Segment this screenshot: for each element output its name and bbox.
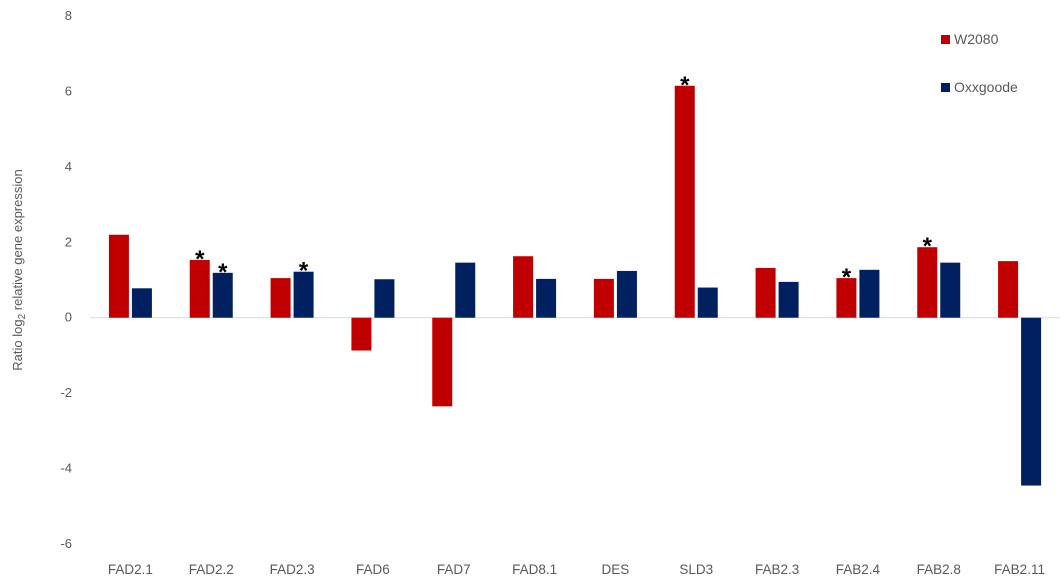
significance-star: * xyxy=(842,264,852,291)
bar-oxxgoode xyxy=(131,288,152,318)
bar-w2080 xyxy=(513,256,534,318)
y-axis-label: Ratio log2 relative gene expression xyxy=(10,169,28,370)
bar-oxxgoode xyxy=(1021,317,1042,486)
bar-oxxgoode xyxy=(212,272,233,318)
legend-swatch-oxxgoode xyxy=(941,83,950,92)
y-axis-label-subscript: 2 xyxy=(17,313,28,319)
y-tick-label: 6 xyxy=(65,83,72,98)
x-tick-label: FAD7 xyxy=(437,562,471,577)
y-tick-label: 2 xyxy=(65,234,72,249)
x-tick-label: FAB2.8 xyxy=(917,562,961,577)
y-tick-label: 4 xyxy=(65,159,72,174)
legend-label-w2080: W2080 xyxy=(954,31,999,47)
bar-w2080 xyxy=(351,317,372,351)
significance-star: * xyxy=(195,246,205,273)
axes: -6 -4 -2 0 2 4 6 8 FAD2.1 FAD2.2 FAD2.3 FAD6 FAD7 FAD… xyxy=(60,8,1060,577)
y-tick-label: -6 xyxy=(60,536,72,551)
bar-oxxgoode xyxy=(778,281,799,318)
bar-w2080 xyxy=(270,278,291,318)
y-tick-label: 8 xyxy=(65,8,72,23)
x-tick-label: FAB2.3 xyxy=(755,562,799,577)
bar-w2080 xyxy=(755,267,776,318)
x-tick-label: FAB2.11 xyxy=(994,562,1045,577)
x-tick-label: FAB2.4 xyxy=(836,562,881,577)
x-tick-label: FAD6 xyxy=(356,562,390,577)
x-tick-label: FAD2.1 xyxy=(108,562,153,577)
y-tick-label: 0 xyxy=(65,310,72,325)
bar-w2080 xyxy=(432,317,453,407)
legend: W2080 Oxxgoode xyxy=(941,31,1018,95)
significance-markers: * * * * * * xyxy=(195,72,933,291)
y-tick-label: -2 xyxy=(60,385,72,400)
x-tick-label: FAD2.2 xyxy=(189,562,234,577)
y-tick-label: -4 xyxy=(60,461,72,476)
x-tick-label: SLD3 xyxy=(679,562,713,577)
bar-oxxgoode xyxy=(859,269,880,318)
bar-oxxgoode xyxy=(616,270,637,318)
legend-label-oxxgoode: Oxxgoode xyxy=(954,79,1018,95)
bars xyxy=(108,85,1042,486)
bar-w2080 xyxy=(836,278,857,318)
bar-w2080 xyxy=(593,278,614,318)
bar-oxxgoode xyxy=(455,262,476,318)
bar-oxxgoode xyxy=(293,271,314,318)
x-tick-label: FAD8.1 xyxy=(512,562,557,577)
bar-oxxgoode xyxy=(374,279,395,318)
legend-swatch-w2080 xyxy=(941,35,950,44)
y-axis-label-suffix: relative gene expression xyxy=(10,169,25,314)
significance-star: * xyxy=(923,233,933,260)
x-tick-label: DES xyxy=(602,562,630,577)
significance-star: * xyxy=(299,258,309,285)
x-tick-label: FAD2.3 xyxy=(270,562,315,577)
significance-star: * xyxy=(680,72,690,99)
bar-oxxgoode xyxy=(536,278,557,318)
bar-w2080 xyxy=(108,234,129,318)
bar-w2080 xyxy=(189,260,210,318)
bar-w2080 xyxy=(917,247,938,318)
bar-oxxgoode xyxy=(697,287,718,318)
bar-oxxgoode xyxy=(940,262,961,318)
significance-star: * xyxy=(218,259,228,286)
bar-w2080 xyxy=(674,85,695,318)
bar-w2080 xyxy=(998,261,1019,318)
y-axis-label-main: Ratio log xyxy=(10,319,25,370)
